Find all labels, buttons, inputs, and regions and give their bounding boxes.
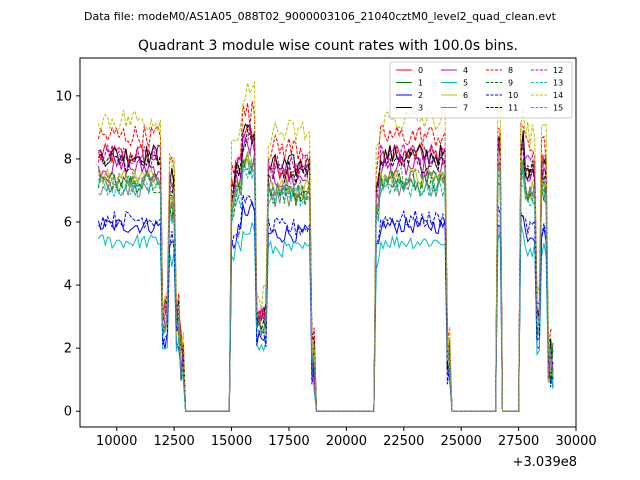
legend-label-11: 11 [508,104,518,113]
legend-label-5: 5 [463,79,468,88]
plot-background [80,58,576,427]
legend-label-4: 4 [463,66,468,75]
legend-label-1: 1 [418,79,423,88]
y-tick-label: 0 [64,405,72,420]
legend-label-7: 7 [463,104,468,113]
axes: 10000 12500 15000 17500 20000 22500 25000 27500… [55,57,597,449]
legend-box [389,61,573,119]
series-layer [97,81,554,412]
plot-area [80,58,576,427]
chart-title: Quadrant 3 module wise count rates with … [138,38,518,54]
legend-label-9: 9 [508,79,513,88]
legend-label-0: 0 [418,66,423,75]
y-tick-label: 2 [64,342,72,357]
y-tick-label: 6 [64,216,72,231]
legend-label-13: 13 [553,79,563,88]
legend-label-3: 3 [418,104,423,113]
y-tick-label: 4 [64,279,72,294]
legend-label-2: 2 [418,91,423,100]
y-tick-label: 10 [55,89,72,104]
x-tick-label: 12500 [153,434,194,449]
x-tick-label: 15000 [211,434,252,449]
x-tick-label: 27500 [498,434,539,449]
legend-label-6: 6 [463,91,468,100]
y-tick-label: 8 [64,152,72,167]
legend-label-15: 15 [553,104,563,113]
x-tick-label: 25000 [441,434,482,449]
legend-label-8: 8 [508,66,513,75]
legend-label-10: 10 [508,91,518,100]
chart-suptitle: Data file: modeM0/AS1A05_088T02_90000031… [84,10,557,23]
x-tick-label: 17500 [268,434,309,449]
x-tick-label: 30000 [555,434,596,449]
legend-label-14: 14 [553,91,563,100]
axes-frame [79,57,577,428]
x-tick-label: 22500 [383,434,424,449]
x-offset-label: +3.039e8 [513,455,577,470]
series-line-11 [97,127,554,412]
x-tick-label: 10000 [96,434,137,449]
x-tick-label: 20000 [326,434,367,449]
series-line-15 [97,147,554,412]
legend-label-12: 12 [553,66,563,75]
